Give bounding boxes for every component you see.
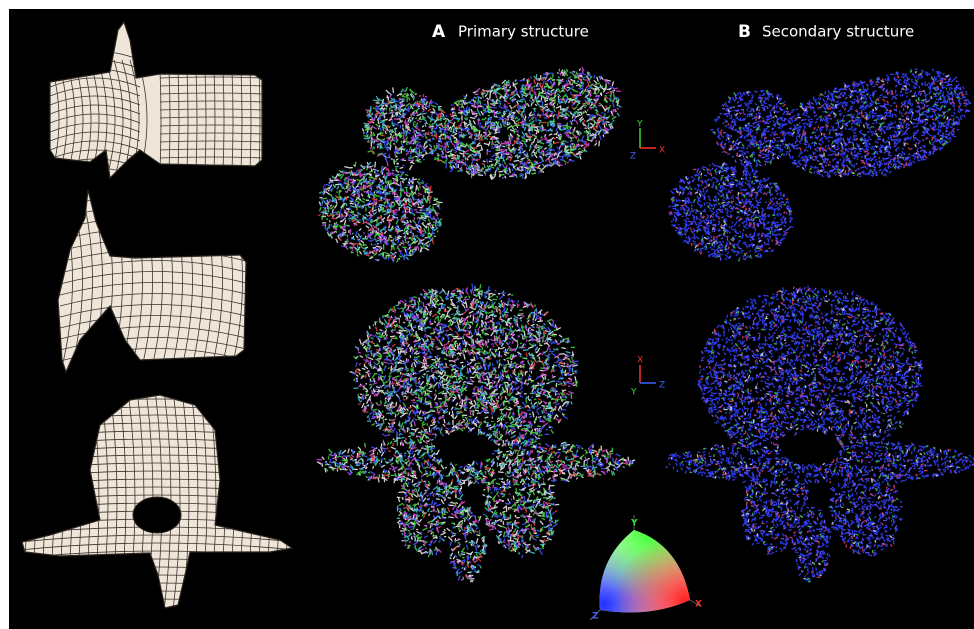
grid-line	[50, 149, 141, 160]
grid-line	[159, 69, 162, 171]
key-label: X	[695, 600, 702, 610]
canal	[132, 496, 182, 534]
grid-line	[50, 77, 141, 88]
grid-line	[159, 132, 262, 135]
color-key: Y Z X	[589, 515, 702, 622]
grid-line	[159, 108, 262, 111]
axis-label: X	[637, 356, 643, 366]
grid-line	[222, 69, 225, 171]
point-cloud	[337, 287, 629, 580]
grid-line	[159, 76, 262, 79]
axis-label: X	[659, 146, 665, 156]
grid-line	[204, 69, 207, 171]
axis-label: Z	[659, 381, 665, 391]
grid-line	[177, 69, 180, 171]
grid-line	[159, 116, 262, 119]
grid-line	[186, 69, 189, 171]
grid-line	[22, 534, 292, 543]
grid-line	[159, 156, 262, 159]
axis-triad: X Z Y	[630, 356, 665, 398]
grid-line	[59, 282, 246, 296]
grid-line	[159, 84, 262, 87]
point-cloud	[668, 73, 965, 255]
grid-line	[59, 304, 246, 318]
grid-line	[258, 69, 261, 171]
grid-line	[59, 260, 246, 274]
grid-line	[159, 92, 262, 95]
grid-line	[59, 271, 246, 285]
axis-label: Z	[630, 152, 636, 162]
axis-label: Y	[630, 388, 637, 398]
grid-line	[240, 69, 243, 171]
grid-line	[249, 69, 252, 171]
grid-line	[50, 131, 141, 142]
point-cloud	[692, 286, 951, 579]
grid-line	[59, 315, 246, 329]
point-cloud	[320, 73, 622, 261]
panel-letter: B	[738, 22, 751, 42]
grid-line	[50, 86, 141, 97]
grid-line	[50, 140, 141, 151]
point-cloud	[680, 292, 968, 583]
grid-line	[159, 124, 262, 127]
panel-letter: A	[432, 22, 446, 42]
point-cloud	[685, 287, 974, 578]
grid-line	[231, 69, 234, 171]
grid-line	[59, 326, 246, 340]
grid-line	[59, 293, 246, 307]
grid-line	[159, 100, 262, 103]
grid-line	[113, 59, 124, 178]
grid-line	[159, 148, 262, 151]
point-cloud	[675, 70, 950, 251]
grid-line	[50, 95, 141, 106]
grid-line	[168, 69, 171, 171]
grid-line	[50, 122, 141, 133]
point-cloud	[317, 73, 613, 260]
key-label: Y	[630, 519, 638, 529]
grid-line	[213, 69, 216, 171]
grid-line	[22, 542, 292, 551]
axis-triad: Y X Z	[630, 120, 665, 162]
grid-line	[105, 59, 116, 178]
point-cloud	[670, 68, 970, 261]
panel-title: Primary structure	[458, 23, 589, 41]
point-clouds	[316, 66, 974, 583]
point-cloud	[670, 289, 953, 580]
axis-label: Y	[636, 120, 643, 130]
key-label: Z	[592, 612, 599, 622]
grid-line	[50, 104, 141, 115]
grid-line	[159, 140, 262, 143]
panel-title: Secondary structure	[762, 23, 914, 41]
grid-line	[50, 113, 141, 124]
grid-line	[195, 69, 198, 171]
point-cloud	[671, 70, 960, 262]
